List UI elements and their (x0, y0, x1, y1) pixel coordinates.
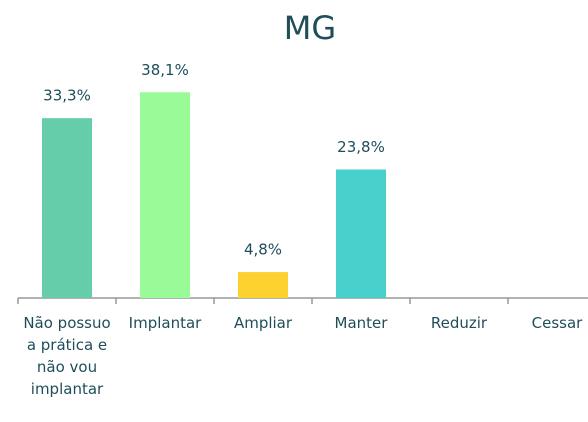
x-tick-label: Implantar (128, 314, 202, 332)
x-tick-label: Manter (334, 314, 388, 332)
chart-title: MG (284, 9, 336, 47)
bar (42, 118, 92, 299)
value-label: 4,8% (244, 241, 282, 259)
x-tick-label: Reduzir (430, 314, 488, 332)
bar (238, 272, 288, 298)
x-tick-label: Ampliar (233, 314, 293, 332)
value-label: 38,1% (141, 61, 189, 79)
bar (140, 92, 190, 298)
value-label: 33,3% (43, 87, 91, 105)
value-label: 23,8% (337, 138, 385, 156)
bar (336, 169, 386, 298)
x-tick-label: Não possuo a prática e não vou implantar (23, 314, 111, 398)
x-tick-label: Cessar (531, 314, 583, 332)
